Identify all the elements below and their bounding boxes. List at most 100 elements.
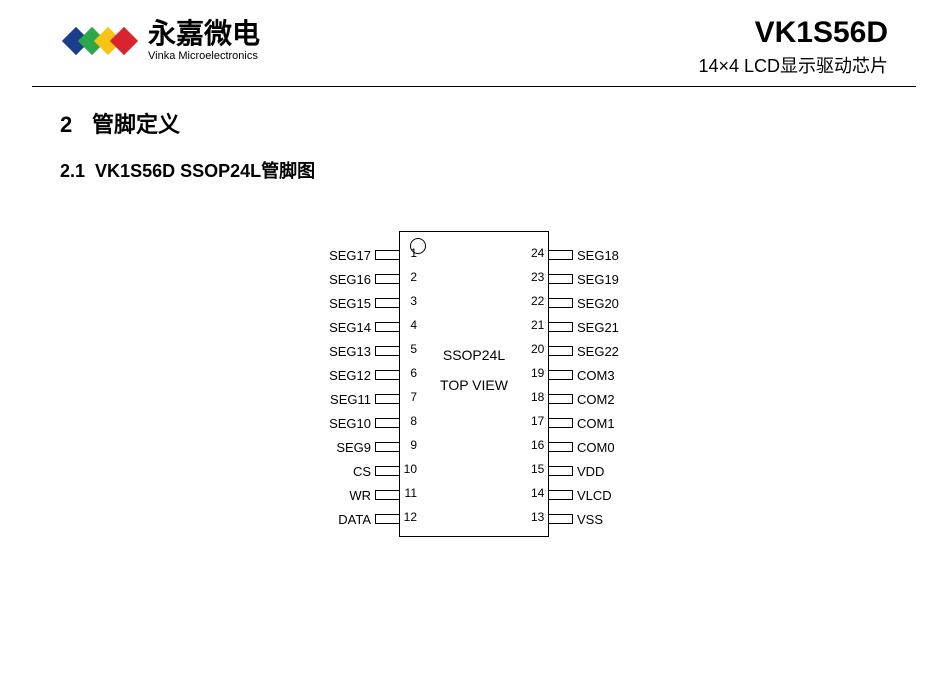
pin-stub-icon — [375, 298, 399, 308]
logo-block: 永嘉微电 Vinka Microelectronics — [60, 18, 260, 64]
pin-number: 8 — [410, 414, 417, 428]
part-number: VK1S56D — [698, 18, 888, 48]
pin-row-left: DATA12 — [264, 507, 399, 531]
pin-stub-icon — [375, 274, 399, 284]
pin-name: SEG17 — [329, 248, 371, 263]
pin-name: SEG16 — [329, 272, 371, 287]
pin-row-right: 24SEG18 — [549, 243, 684, 267]
pin-name: SEG15 — [329, 296, 371, 311]
section-number: 2 — [60, 112, 92, 138]
pin-number: 20 — [531, 342, 544, 356]
pin-stub-icon — [549, 322, 573, 332]
pin-stub-icon — [549, 442, 573, 452]
pin-number: 23 — [531, 270, 544, 284]
title-block: VK1S56D 14×4 LCD显示驱动芯片 — [698, 18, 888, 78]
pin-row-left: SEG99 — [264, 435, 399, 459]
pin-name: VDD — [577, 464, 604, 479]
subsection-heading: 2.1 VK1S56D SSOP24L管脚图 — [60, 157, 888, 183]
pin-name: VSS — [577, 512, 603, 527]
pin-row-right: 18COM2 — [549, 387, 684, 411]
pin-stub-icon — [375, 466, 399, 476]
pin-row-left: SEG162 — [264, 267, 399, 291]
pin-stub-icon — [375, 250, 399, 260]
pin-stub-icon — [375, 346, 399, 356]
part-description: 14×4 LCD显示驱动芯片 — [698, 52, 888, 78]
pin-row-right: 17COM1 — [549, 411, 684, 435]
pin-stub-icon — [375, 442, 399, 452]
pin-row-right: 22SEG20 — [549, 291, 684, 315]
pin-number: 14 — [531, 486, 544, 500]
pin-row-left: SEG117 — [264, 387, 399, 411]
pin-number: 5 — [410, 342, 417, 356]
pin-stub-icon — [549, 346, 573, 356]
pin-name: SEG18 — [577, 248, 619, 263]
subsection-number: 2.1 — [60, 161, 85, 181]
pin-name: COM2 — [577, 392, 615, 407]
pin-number: 19 — [531, 366, 544, 380]
pin-row-right: 16COM0 — [549, 435, 684, 459]
logo-text-en: Vinka Microelectronics — [148, 50, 260, 62]
pin-stub-icon — [375, 514, 399, 524]
pin-row-right: 23SEG19 — [549, 267, 684, 291]
pin-number: 10 — [404, 462, 417, 476]
pin-number: 22 — [531, 294, 544, 308]
pin-name: WR — [349, 488, 371, 503]
pin-row-right: 21SEG21 — [549, 315, 684, 339]
pin-row-left: SEG126 — [264, 363, 399, 387]
pin-name: SEG12 — [329, 368, 371, 383]
pin-number: 16 — [531, 438, 544, 452]
pin-name: COM1 — [577, 416, 615, 431]
pin-number: 17 — [531, 414, 544, 428]
pin-number: 9 — [410, 438, 417, 452]
pin-stub-icon — [549, 394, 573, 404]
pin-name: COM3 — [577, 368, 615, 383]
pin-row-left: SEG153 — [264, 291, 399, 315]
pin-name: CS — [353, 464, 371, 479]
pin-row-left: WR11 — [264, 483, 399, 507]
pin-name: COM0 — [577, 440, 615, 455]
pin-row-left: SEG144 — [264, 315, 399, 339]
chip-body: SSOP24L TOP VIEW — [399, 231, 549, 537]
pin-row-right: 14VLCD — [549, 483, 684, 507]
pin-row-left: SEG108 — [264, 411, 399, 435]
pin-stub-icon — [549, 370, 573, 380]
pin-row-right: 13VSS — [549, 507, 684, 531]
pin-row-left: CS10 — [264, 459, 399, 483]
pin-name: SEG14 — [329, 320, 371, 335]
pin-number: 18 — [531, 390, 544, 404]
pin-number: 2 — [410, 270, 417, 284]
pin-number: 6 — [410, 366, 417, 380]
pin-stub-icon — [375, 490, 399, 500]
pin-stub-icon — [375, 370, 399, 380]
pin-name: VLCD — [577, 488, 612, 503]
pin-stub-icon — [549, 250, 573, 260]
pin-number: 24 — [531, 246, 544, 260]
pin-stub-icon — [375, 418, 399, 428]
pin-name: SEG21 — [577, 320, 619, 335]
pin-row-left: SEG135 — [264, 339, 399, 363]
pin-number: 7 — [410, 390, 417, 404]
pin-stub-icon — [549, 274, 573, 284]
pin-name: SEG10 — [329, 416, 371, 431]
pin-row-right: 20SEG22 — [549, 339, 684, 363]
pin-name: SEG20 — [577, 296, 619, 311]
pin-number: 1 — [410, 246, 417, 260]
pin-row-right: 19COM3 — [549, 363, 684, 387]
pin-stub-icon — [549, 490, 573, 500]
chip-package-label: SSOP24L — [400, 347, 548, 363]
pin-name: SEG22 — [577, 344, 619, 359]
pin-name: SEG13 — [329, 344, 371, 359]
pin-stub-icon — [549, 298, 573, 308]
pin-row-right: 15VDD — [549, 459, 684, 483]
logo-icon — [60, 18, 140, 64]
pin-stub-icon — [549, 466, 573, 476]
section-body: 2管脚定义 2.1 VK1S56D SSOP24L管脚图 SSOP24L TOP… — [0, 87, 948, 183]
pin-row-left: SEG171 — [264, 243, 399, 267]
chip-view-label: TOP VIEW — [400, 377, 548, 393]
section-heading: 2管脚定义 — [60, 107, 888, 139]
pin-stub-icon — [375, 322, 399, 332]
subsection-title: VK1S56D SSOP24L管脚图 — [95, 161, 315, 181]
pin-number: 12 — [404, 510, 417, 524]
pin-number: 11 — [405, 486, 417, 500]
pin-name: SEG19 — [577, 272, 619, 287]
